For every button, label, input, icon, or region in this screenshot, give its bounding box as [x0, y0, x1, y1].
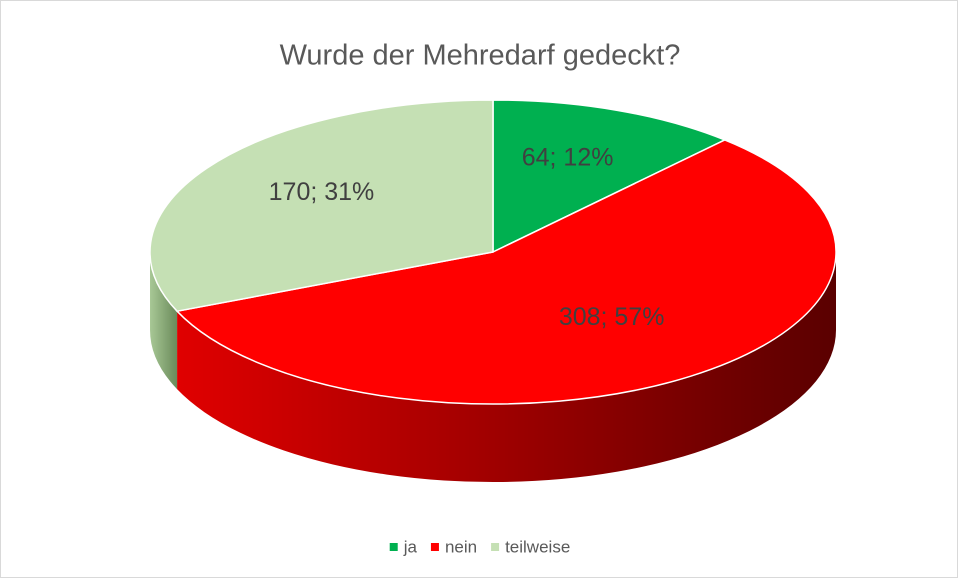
- pie-slice: [175, 139, 837, 405]
- pie-side: [150, 252, 178, 390]
- legend-label: teilweise: [505, 537, 570, 556]
- legend-swatch: [430, 543, 439, 551]
- legend-label: ja: [403, 537, 418, 556]
- data-label: 308; 57%: [559, 303, 665, 331]
- pie-slice: [149, 99, 494, 312]
- data-label: 64; 12%: [522, 144, 614, 172]
- legend-swatch: [389, 543, 398, 551]
- legend-swatch: [491, 543, 500, 551]
- pie-side: [177, 252, 836, 483]
- legend-label: nein: [445, 537, 477, 556]
- data-label: 170; 31%: [269, 178, 375, 206]
- chart-title: Wurde der Mehredarf gedeckt?: [280, 40, 681, 72]
- pie-slice: [492, 99, 727, 254]
